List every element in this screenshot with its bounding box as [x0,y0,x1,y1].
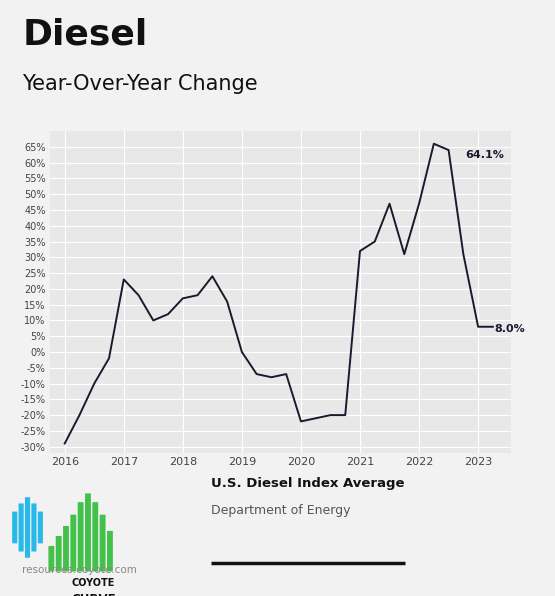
FancyBboxPatch shape [78,502,84,572]
Text: U.S. Diesel Index Average: U.S. Diesel Index Average [211,477,405,490]
FancyBboxPatch shape [38,511,43,544]
FancyBboxPatch shape [92,502,98,572]
Text: Department of Energy: Department of Energy [211,504,350,517]
FancyBboxPatch shape [107,531,113,572]
FancyBboxPatch shape [12,511,17,544]
FancyBboxPatch shape [56,536,62,572]
FancyBboxPatch shape [85,493,91,572]
FancyBboxPatch shape [25,497,30,558]
Text: 64.1%: 64.1% [465,150,504,160]
FancyBboxPatch shape [18,504,24,551]
Text: Diesel: Diesel [22,18,148,52]
Text: COYOTE: COYOTE [72,578,115,588]
Text: 8.0%: 8.0% [494,324,525,334]
Text: Year-Over-Year Change: Year-Over-Year Change [22,74,258,95]
FancyBboxPatch shape [48,546,54,572]
FancyBboxPatch shape [70,515,76,572]
FancyBboxPatch shape [32,504,37,551]
FancyBboxPatch shape [100,515,105,572]
Text: CURVE: CURVE [71,592,116,596]
FancyBboxPatch shape [63,526,69,572]
Text: resources.coyote.com: resources.coyote.com [22,565,137,575]
